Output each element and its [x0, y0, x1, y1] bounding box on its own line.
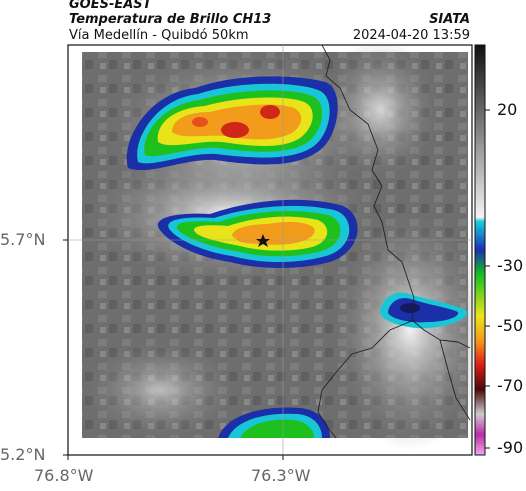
lat-tick-label: 5.2°N	[0, 445, 46, 464]
convective-cell-south	[218, 407, 330, 438]
lon-tick-label: 76.3°W	[251, 466, 311, 485]
lat-tick-label: 5.7°N	[0, 230, 46, 249]
colorbar	[474, 44, 486, 456]
timestamp-label: 2024-04-20 13:59	[352, 28, 470, 43]
colorbar-tick-label: -30	[497, 256, 524, 275]
org-label: SIATA	[429, 12, 470, 27]
convective-cell-center	[157, 199, 358, 268]
colorbar-tick-label: -90	[497, 438, 524, 457]
colorbar-tick-label: -70	[497, 376, 524, 395]
map-title: GOES-EAST	[69, 0, 152, 12]
convective-cell-north	[126, 76, 338, 171]
colorbar-tick-label: 20	[497, 100, 518, 119]
department-boundary	[321, 44, 471, 349]
star-icon	[256, 234, 270, 247]
map-subtitle: Temperatura de Brillo CH13	[69, 12, 272, 27]
colorbar-tick-label: -50	[497, 316, 524, 335]
lon-tick-label: 76.8°W	[34, 466, 94, 485]
route-label: Vía Medellín - Quibdó 50km	[69, 28, 249, 43]
convective-cell-east	[380, 292, 468, 329]
